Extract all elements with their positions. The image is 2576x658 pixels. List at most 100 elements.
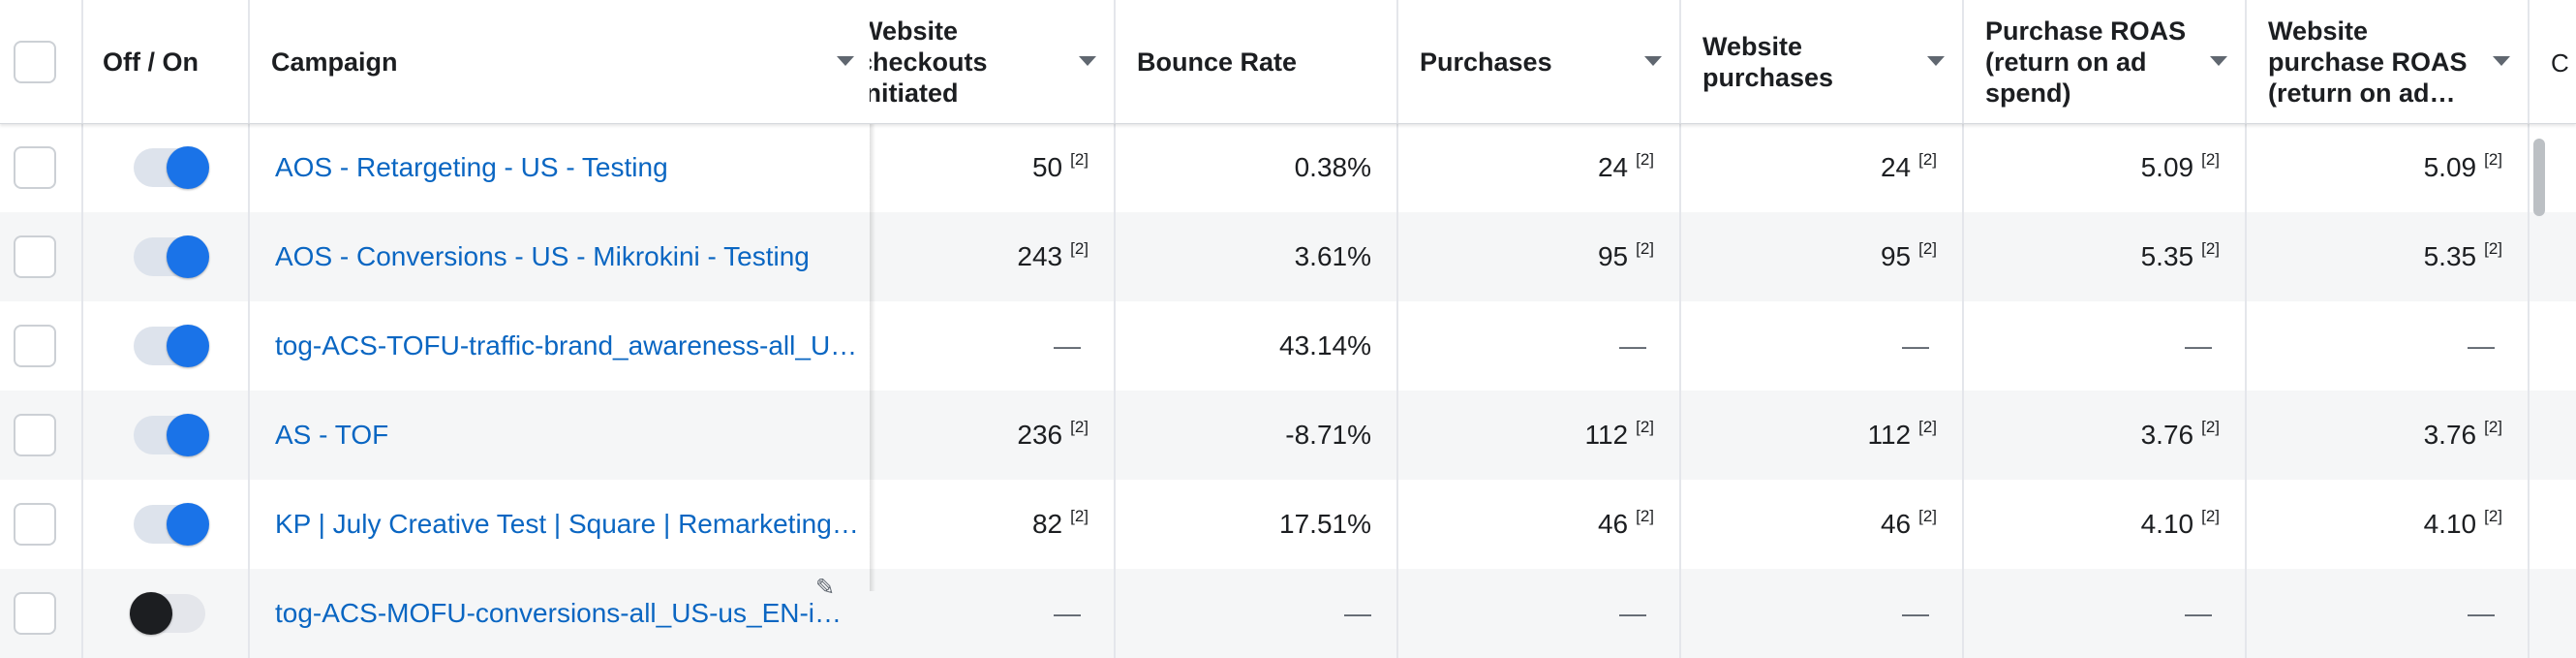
row-toggle-cell — [83, 391, 250, 480]
header-web-roas-label: Website purchase ROAS (return on ad… — [2268, 16, 2468, 108]
header-campaign[interactable]: Campaign — [250, 0, 870, 123]
checkouts-cell: 50 [2] — [870, 123, 1116, 212]
attribution-note[interactable]: [2] — [2484, 418, 2502, 436]
bounce-cell: 17.51% — [1116, 480, 1398, 569]
row-checkbox[interactable] — [14, 325, 56, 367]
attribution-note[interactable]: [2] — [1636, 507, 1654, 525]
bounce-cell: 3.61% — [1116, 212, 1398, 301]
web-purchases-cell: — — [1681, 569, 1964, 658]
row-toggle-cell — [83, 301, 250, 391]
toggle-knob — [167, 503, 209, 546]
metric-value: 243 — [1017, 241, 1063, 271]
attribution-note[interactable]: [2] — [2484, 150, 2502, 169]
attribution-note[interactable]: [2] — [2201, 507, 2220, 525]
campaign-toggle[interactable] — [134, 414, 209, 456]
metric-value: 3.76 — [2140, 420, 2194, 450]
checkouts-cell: — — [870, 569, 1116, 658]
table-row[interactable]: AS - TOF 236 [2] -8.71% 112 [2] 112 [2] 3.76 [2] 3… — [0, 391, 2576, 480]
header-checkouts-label: Website checkouts initiated — [870, 16, 988, 108]
vertical-scrollbar[interactable] — [2531, 123, 2547, 591]
header-select-all — [0, 0, 83, 123]
checkouts-cell: 236 [2] — [870, 391, 1116, 480]
attribution-note[interactable]: [2] — [1918, 239, 1937, 258]
attribution-note[interactable]: [2] — [1070, 507, 1089, 525]
toggle-knob — [167, 325, 209, 367]
table-row[interactable]: KP | July Creative Test | Square | Remar… — [0, 480, 2576, 569]
campaign-link[interactable]: AOS - Retargeting - US - Testing — [275, 152, 668, 182]
pencil-icon[interactable]: ✎ — [815, 575, 836, 601]
attribution-note[interactable]: [2] — [2484, 239, 2502, 258]
row-toggle-cell — [83, 123, 250, 212]
attribution-note[interactable]: [2] — [1918, 507, 1937, 525]
campaign-toggle[interactable] — [134, 503, 209, 546]
attribution-note[interactable]: [2] — [1918, 418, 1937, 436]
caret-down-icon[interactable] — [1644, 56, 1662, 66]
row-checkbox[interactable] — [14, 146, 56, 189]
attribution-note[interactable]: [2] — [1636, 239, 1654, 258]
metric-value: 5.09 — [2423, 152, 2477, 182]
campaign-toggle[interactable] — [134, 146, 209, 189]
attribution-note[interactable]: [2] — [2484, 507, 2502, 525]
caret-down-icon[interactable] — [1079, 56, 1096, 66]
attribution-note[interactable]: [2] — [2201, 150, 2220, 169]
caret-down-icon[interactable] — [2493, 56, 2510, 66]
row-checkbox[interactable] — [14, 235, 56, 278]
row-checkbox[interactable] — [14, 414, 56, 456]
caret-down-icon[interactable] — [2210, 56, 2227, 66]
row-checkbox[interactable] — [14, 592, 56, 635]
metric-value: 82 — [1031, 509, 1063, 539]
bounce-cell: 43.14% — [1116, 301, 1398, 391]
table-row[interactable]: tog-ACS-MOFU-conversions-all_US-us_EN-i…… — [0, 569, 2576, 658]
caret-down-icon[interactable] — [1927, 56, 1945, 66]
metric-value: — — [2185, 598, 2212, 628]
toggle-knob — [167, 146, 209, 189]
header-campaign-label: Campaign — [271, 47, 398, 77]
attribution-note[interactable]: [2] — [1070, 418, 1089, 436]
table-row[interactable]: AOS - Retargeting - US - Testing 50 [2] 0.3… — [0, 123, 2576, 212]
header-off-on[interactable]: Off / On — [83, 0, 250, 123]
table-row[interactable]: AOS - Conversions - US - Mikrokini - Tes… — [0, 212, 2576, 301]
attribution-note[interactable]: [2] — [1070, 239, 1089, 258]
metric-value: 95 — [1880, 241, 1912, 271]
metric-value: 5.35 — [2140, 241, 2194, 271]
web-purchases-cell: 46 [2] — [1681, 480, 1964, 569]
header-website-purchases[interactable]: Website purchases — [1681, 0, 1964, 123]
attribution-note[interactable]: [2] — [1636, 418, 1654, 436]
roas-cell: — — [1964, 569, 2247, 658]
attribution-note[interactable]: [2] — [1070, 150, 1089, 169]
attribution-note[interactable]: [2] — [2201, 418, 2220, 436]
roas-cell: 4.10 [2] — [1964, 480, 2247, 569]
header-bounce-rate[interactable]: Bounce Rate — [1116, 0, 1398, 123]
metric-value: 5.35 — [2423, 241, 2477, 271]
metric-value: 5.09 — [2140, 152, 2194, 182]
caret-down-icon[interactable] — [837, 56, 854, 66]
table-row[interactable]: tog-ACS-TOFU-traffic-brand_awareness-all… — [0, 301, 2576, 391]
scrollbar-thumb[interactable] — [2533, 139, 2545, 216]
attribution-note[interactable]: [2] — [1636, 150, 1654, 169]
purchases-cell: 46 [2] — [1398, 480, 1681, 569]
toggle-knob — [167, 235, 209, 278]
campaign-link[interactable]: AOS - Conversions - US - Mikrokini - Tes… — [275, 241, 810, 271]
campaign-link[interactable]: tog-ACS-TOFU-traffic-brand_awareness-all… — [275, 330, 858, 360]
campaign-link[interactable]: KP | July Creative Test | Square | Remar… — [275, 509, 859, 539]
attribution-note[interactable]: [2] — [2201, 239, 2220, 258]
metric-value: — — [1902, 598, 1929, 628]
header-checkouts[interactable]: Website checkouts initiated — [870, 0, 1116, 123]
attribution-note[interactable]: [2] — [1918, 150, 1937, 169]
campaign-toggle[interactable] — [134, 235, 209, 278]
header-purchases[interactable]: Purchases — [1398, 0, 1681, 123]
campaign-link[interactable]: AS - TOF — [275, 420, 389, 450]
campaign-toggle[interactable] — [134, 325, 209, 367]
metric-value: — — [2185, 330, 2212, 360]
web-purchases-cell: 95 [2] — [1681, 212, 1964, 301]
campaign-toggle[interactable] — [130, 592, 205, 635]
select-all-checkbox[interactable] — [14, 40, 56, 83]
frozen-column-divider — [870, 123, 875, 591]
web-roas-cell: 4.10 [2] — [2247, 480, 2530, 569]
row-checkbox[interactable] — [14, 503, 56, 546]
metric-value: 236 — [1017, 420, 1063, 450]
header-website-purchase-roas[interactable]: Website purchase ROAS (return on ad… — [2247, 0, 2530, 123]
campaign-link[interactable]: tog-ACS-MOFU-conversions-all_US-us_EN-i… — [275, 598, 843, 628]
header-purchase-roas[interactable]: Purchase ROAS (return on ad spend) — [1964, 0, 2247, 123]
